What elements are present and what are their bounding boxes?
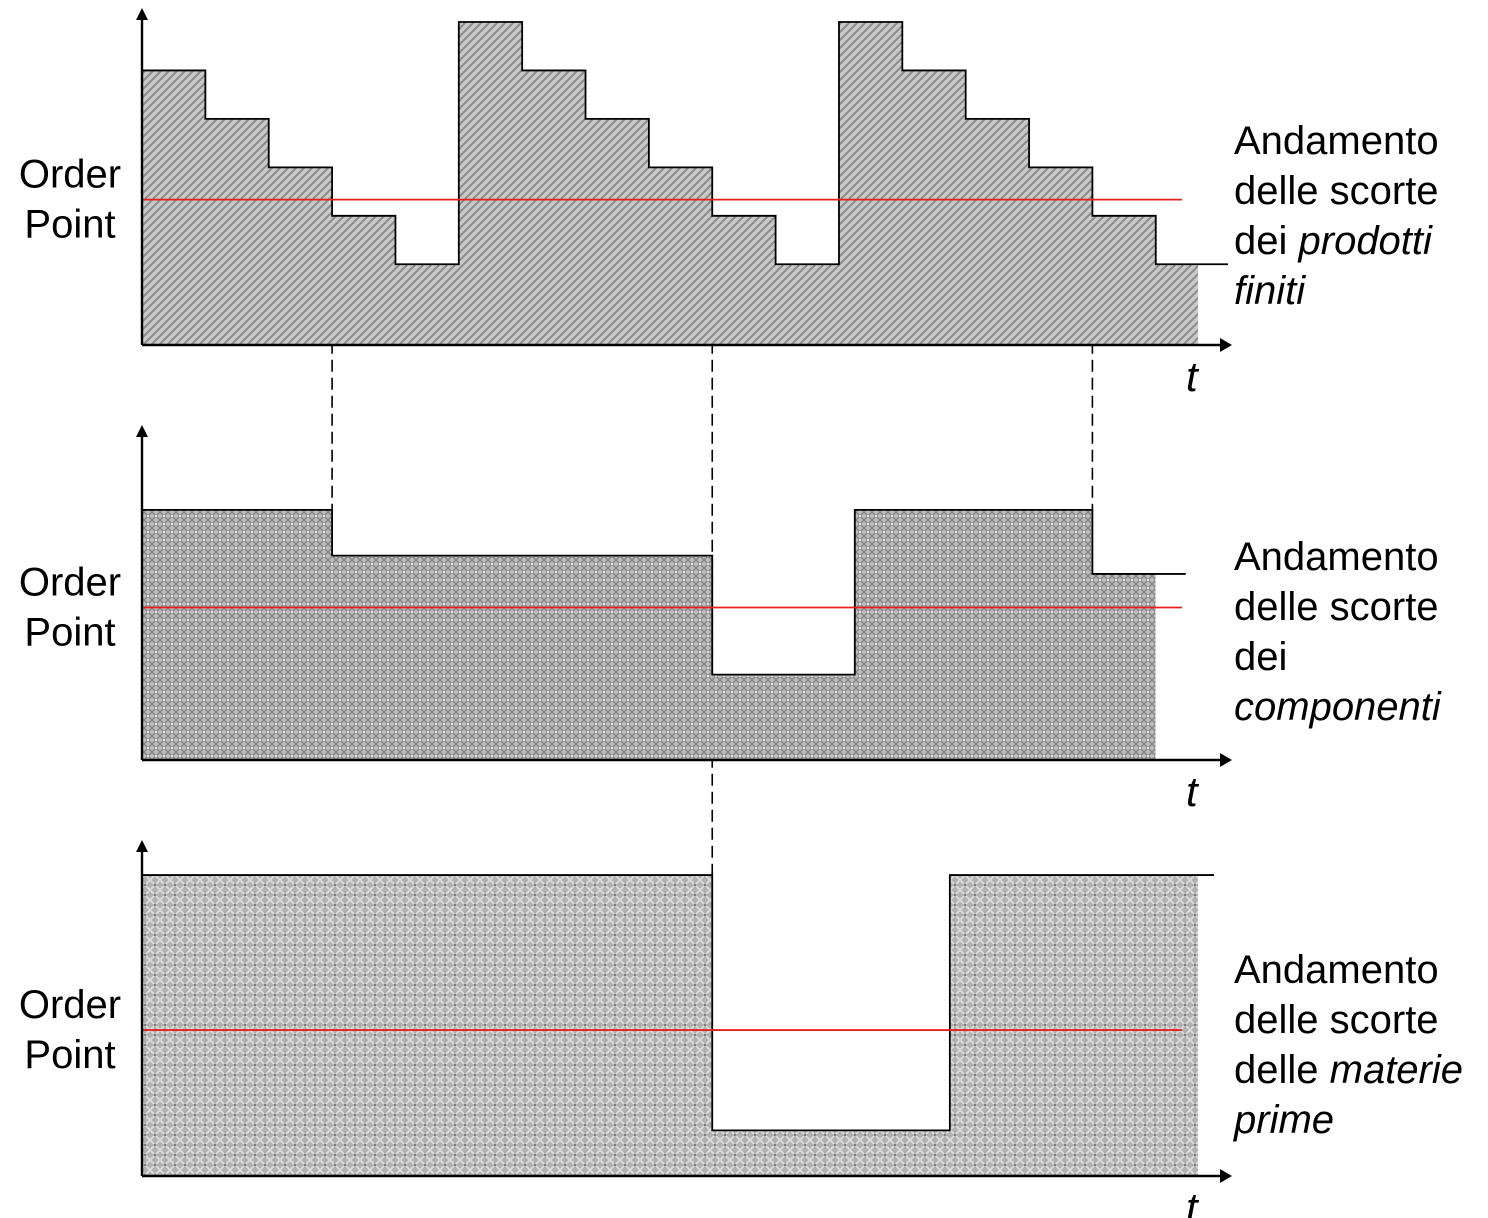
side-label-line-2: dei prodotti [1234, 219, 1433, 263]
side-label-segment: Andamento [1234, 948, 1439, 992]
side-label-line-1: delle scorte [1234, 998, 1439, 1042]
side-label-line-2: dei [1234, 635, 1287, 679]
inventory-area-2 [142, 875, 1198, 1176]
side-label-line-0: Andamento [1234, 948, 1439, 992]
order-point-label-line-0: Order [19, 561, 121, 605]
side-label-line-3: finiti [1234, 269, 1306, 313]
x-axis-label-2: t [1186, 1184, 1200, 1218]
area-layer [142, 22, 1198, 345]
side-label-segment: Andamento [1234, 535, 1439, 579]
side-label-line-3: componenti [1234, 685, 1442, 729]
x-axis-label-1: t [1186, 768, 1200, 815]
y-axis-arrow-2 [136, 840, 148, 852]
side-label-segment: dei [1234, 635, 1287, 679]
side-label-segment: componenti [1234, 685, 1442, 729]
order-point-label-line-1: Point [24, 611, 115, 655]
axes-layer [136, 8, 1232, 352]
y-axis-arrow-1 [136, 425, 148, 437]
labels-layer: t Order Point Andamento delle scorte dei prod… [19, 119, 1439, 400]
order-point-label-line-1: Point [24, 203, 115, 247]
side-label-line-2: delle materie [1234, 1048, 1463, 1092]
side-label-line-0: Andamento [1234, 535, 1439, 579]
side-label-segment: finiti [1234, 269, 1306, 313]
side-label-segment: materie [1330, 1048, 1463, 1092]
panel-components: t Order Point Andamento delle scorte dei compo… [19, 425, 1442, 815]
area-layer [142, 875, 1198, 1176]
side-label-segment: delle scorte [1234, 998, 1439, 1042]
side-label-line-0: Andamento [1234, 119, 1439, 163]
step-line-layer [142, 874, 1214, 1132]
side-label-line-1: delle scorte [1234, 169, 1439, 213]
panel-raw-materials: t Order Point Andamento delle scorte delle ma… [19, 840, 1463, 1218]
side-label-line-3: prime [1233, 1098, 1334, 1142]
labels-layer: t Order Point Andamento delle scorte dei compo… [19, 535, 1442, 815]
side-label-segment: dei [1234, 219, 1299, 263]
side-label-segment: delle [1234, 1048, 1330, 1092]
labels-layer: t Order Point Andamento delle scorte delle ma… [19, 948, 1463, 1218]
x-axis-arrow-0 [1220, 338, 1232, 352]
inventory-step-line-2 [142, 874, 1214, 1132]
y-axis-arrow-0 [136, 8, 148, 20]
side-label-segment: prodotti [1298, 219, 1434, 263]
side-label-segment: delle scorte [1234, 585, 1439, 629]
side-label-segment: Andamento [1234, 119, 1439, 163]
x-axis-arrow-2 [1220, 1169, 1232, 1183]
x-axis-label-0: t [1186, 353, 1200, 400]
order-point-label-line-0: Order [19, 983, 121, 1027]
order-point-label-line-0: Order [19, 153, 121, 197]
step-line-layer [142, 509, 1186, 676]
side-label-segment: prime [1233, 1098, 1334, 1142]
area-layer [142, 509, 1156, 760]
inventory-area-0 [142, 22, 1198, 345]
axes-layer [136, 840, 1232, 1183]
x-axis-arrow-1 [1220, 753, 1232, 767]
order-point-label-line-1: Point [24, 1033, 115, 1077]
axes-layer [136, 425, 1232, 767]
side-label-segment: delle scorte [1234, 169, 1439, 213]
inventory-step-line-1 [142, 509, 1186, 676]
side-label-line-1: delle scorte [1234, 585, 1439, 629]
panel-finished-goods: t Order Point Andamento delle scorte dei prod… [19, 8, 1439, 400]
inventory-area-1 [142, 509, 1156, 760]
